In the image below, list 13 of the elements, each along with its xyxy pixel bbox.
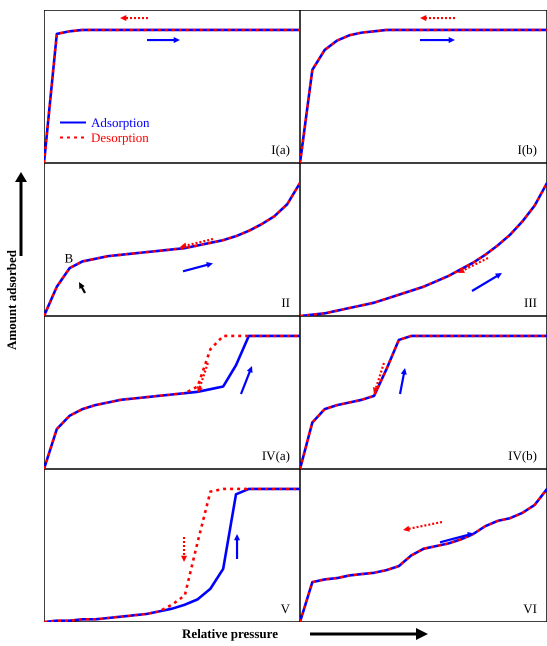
- y-axis-title: Amount adsorbed: [4, 250, 20, 350]
- text: II: [281, 295, 290, 310]
- text: IV(a): [262, 448, 290, 463]
- text: IV(b): [508, 448, 538, 463]
- text: I(a): [271, 142, 290, 157]
- legend-label: Adsorption: [91, 115, 150, 130]
- legend-label: Desorption: [91, 130, 150, 145]
- x-axis-title: Relative pressure: [182, 626, 278, 642]
- annotation: B: [64, 250, 74, 266]
- text: III: [524, 295, 538, 310]
- text: V: [280, 601, 291, 616]
- text: VI: [523, 601, 537, 616]
- text: I(b): [518, 142, 538, 157]
